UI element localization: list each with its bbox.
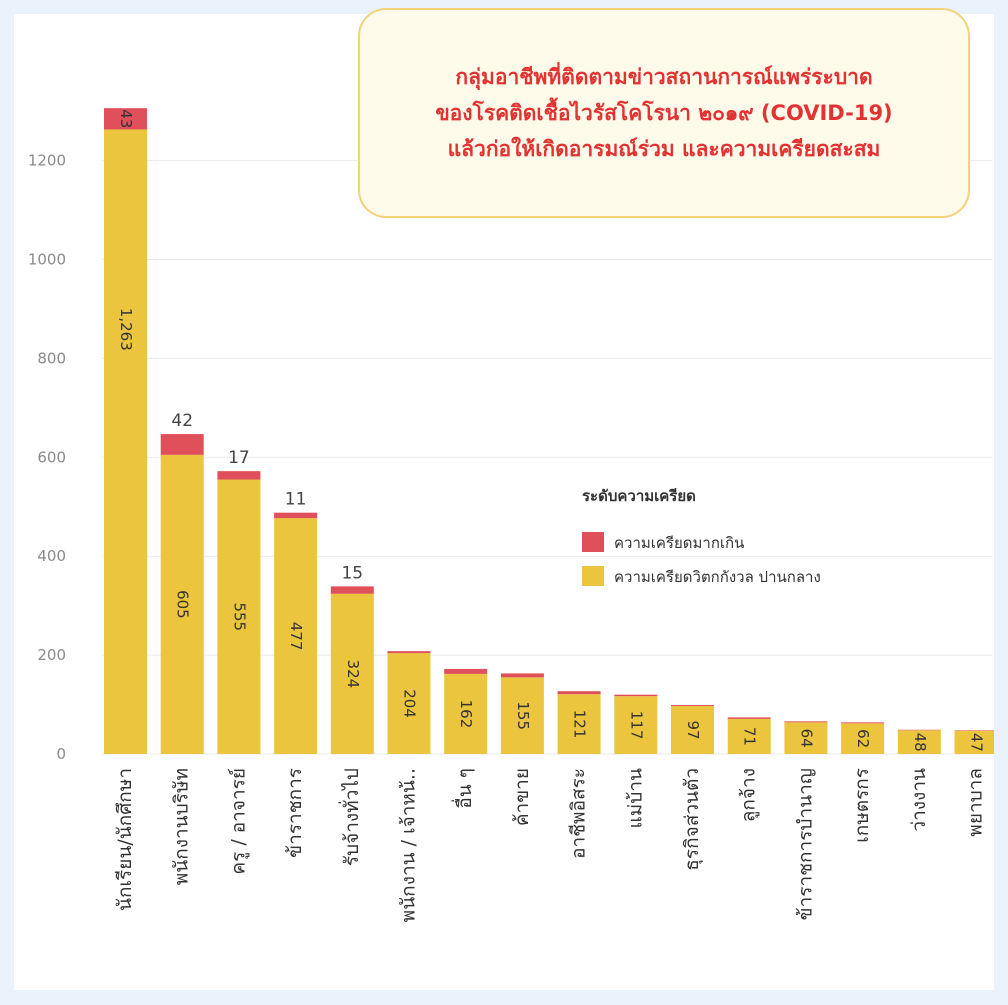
value-label-excessive: 42 (171, 411, 193, 431)
legend-label-excessive: ความเครียดมากเกิน (614, 534, 744, 552)
value-label-moderate: 97 (684, 720, 702, 739)
bar-excessive (330, 586, 374, 594)
bar-excessive (274, 512, 318, 519)
value-label-moderate: 477 (287, 622, 305, 651)
legend-label-moderate: ความเครียดวิตกกังวล ปานกลาง (614, 568, 821, 586)
y-tick-label: 1000 (28, 251, 66, 269)
bar-excessive (671, 705, 714, 707)
y-tick-label: 400 (37, 547, 66, 565)
category-label: พนักงานบริษัท (171, 768, 193, 885)
bar-moderate (500, 677, 544, 754)
y-tick-label: 800 (37, 349, 66, 367)
y-tick-label: 1200 (28, 152, 66, 170)
legend-swatch-excessive (582, 532, 604, 552)
bar-moderate (274, 518, 318, 754)
bar-moderate (557, 694, 601, 754)
stacked-bar-chart: 0 200 400 600 800 1000 1200 1,263 43 605 42 555 17 4… (28, 108, 994, 922)
value-label-excessive: 11 (285, 490, 307, 510)
bar-moderate (217, 479, 261, 754)
value-label-moderate: 64 (797, 729, 815, 748)
category-label: พนักงาน / เจ้าหน้.. (398, 768, 420, 922)
bar-excessive (160, 434, 204, 455)
bar-excessive (444, 668, 488, 674)
bar-excessive (387, 651, 431, 654)
x-axis: นักเรียน/นักศึกษา พนักงานบริษัท ครู / อาจา… (114, 768, 987, 922)
category-label: รับจ้างทั่วไป (338, 768, 363, 866)
bar-moderate (387, 653, 431, 754)
category-label: ค้าขาย (511, 768, 533, 826)
title-line-2: ของโรคติดเชื้อไวรัสโคโรนา ๒๐๑๙ (COVID-19… (435, 101, 893, 125)
bar-moderate (954, 730, 994, 754)
category-label: อาชีพอิสระ (568, 768, 590, 859)
value-label-moderate: 155 (514, 701, 532, 730)
value-label-moderate: 555 (230, 602, 248, 631)
value-label-moderate: 47 (968, 733, 986, 752)
category-label: อื่น ๆ (451, 768, 476, 809)
value-label-moderate: 121 (571, 710, 589, 739)
category-label: เกษตรกร (851, 768, 873, 843)
y-tick-label: 200 (37, 646, 66, 664)
bar-moderate (330, 593, 374, 754)
category-label: ธุรกิจส่วนตัว (681, 768, 704, 871)
bar-excessive (500, 673, 544, 678)
chart-panel: 0 200 400 600 800 1000 1200 1,263 43 605 42 555 17 4… (14, 8, 994, 990)
bar-moderate (104, 129, 147, 754)
bar-moderate (614, 696, 658, 754)
value-label-moderate: 204 (401, 689, 419, 718)
bar-excessive (557, 691, 601, 695)
legend: ระดับความเครียด ความเครียดมากเกิน ความเค… (582, 487, 821, 586)
category-label: ครู / อาจารย์ (227, 768, 249, 875)
bar-moderate (897, 730, 941, 754)
bar-excessive (217, 471, 261, 480)
category-label: แม่บ้าน (624, 768, 646, 829)
title-line-3: แล้วก่อให้เกิดอารมณ์ร่วม และความเครียดสะ… (447, 137, 881, 161)
category-label: พยาบาล (965, 768, 987, 837)
bars: 1,263 43 605 42 555 17 477 11 324 15 204 162 155 121 1… (104, 108, 994, 754)
bar-moderate (841, 723, 885, 754)
bar-moderate (671, 706, 714, 754)
value-label-excessive: 17 (228, 448, 250, 468)
value-label-moderate: 62 (854, 729, 872, 748)
value-label-moderate: 48 (911, 733, 929, 752)
value-label-excessive: 43 (117, 109, 135, 128)
category-label: ข้าราชการบำนาญ (794, 768, 816, 920)
legend-title: ระดับความเครียด (582, 487, 696, 505)
bar-moderate (444, 673, 488, 754)
category-label: ข้าราชการ (284, 768, 306, 858)
value-label-moderate: 605 (174, 590, 192, 619)
legend-swatch-moderate (582, 566, 604, 586)
bar-excessive (727, 717, 771, 719)
y-axis: 0 200 400 600 800 1000 1200 (28, 152, 66, 763)
value-label-excessive: 15 (341, 563, 363, 583)
bar-moderate (160, 454, 204, 754)
category-label: ลูกจ้าง (738, 768, 760, 822)
title-box: กลุ่มอาชีพที่ติดตามข่าวสถานการณ์แพร่ระบา… (358, 8, 970, 218)
value-label-moderate: 324 (344, 660, 362, 689)
value-label-moderate: 71 (741, 727, 759, 746)
bar-excessive (104, 108, 147, 130)
bar-moderate (784, 722, 828, 754)
bar-excessive (614, 694, 658, 697)
y-tick-label: 0 (56, 745, 66, 763)
bar-excessive (841, 722, 885, 724)
category-label: นักเรียน/นักศึกษา (114, 768, 136, 911)
title-line-1: กลุ่มอาชีพที่ติดตามข่าวสถานการณ์แพร่ระบา… (455, 65, 873, 89)
value-label-moderate: 117 (627, 711, 645, 740)
y-tick-label: 600 (37, 448, 66, 466)
bar-excessive (784, 721, 828, 723)
value-label-moderate: 1,263 (117, 308, 135, 351)
category-label: ว่างงาน (908, 768, 930, 832)
value-label-moderate: 162 (457, 700, 475, 729)
bar-moderate (727, 718, 771, 754)
